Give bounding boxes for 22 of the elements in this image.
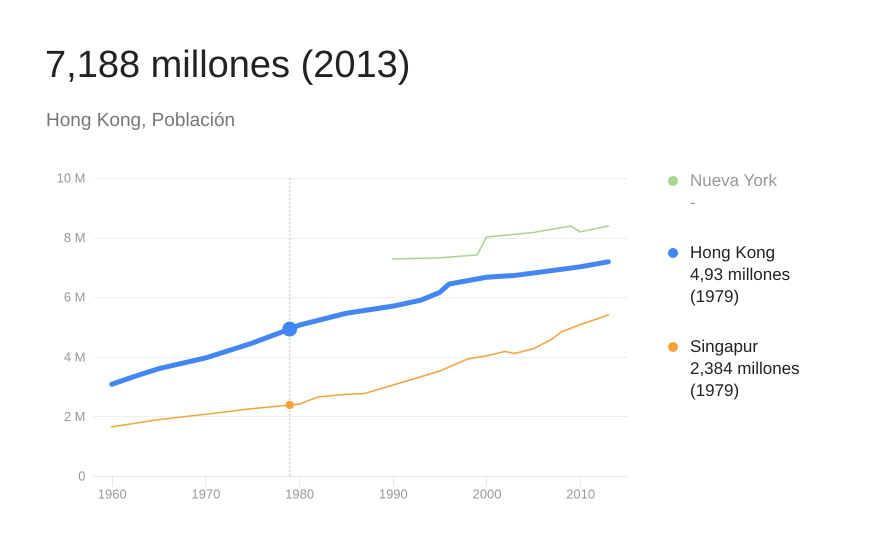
y-tick-label: 4 M [64,349,86,364]
x-tick-label: 1990 [378,486,408,502]
x-tick-label: 2010 [566,486,596,502]
y-tick-label: 0 [78,468,86,484]
x-tick-label: 1960 [98,486,127,502]
legend-label: Singapur [690,336,760,358]
legend-label: Hong Kong [690,242,776,264]
y-tick-label: 6 M [64,290,86,305]
x-tick-label: 1970 [191,486,220,502]
text: 4,93 millones (1979) [690,264,792,308]
chart-title: 7,188 millones (2013) [45,44,410,87]
y-tick-label: 8 M [64,230,86,246]
y-tick-label: 10 M [56,170,86,186]
y-tick-label: 2 M [64,408,86,424]
x-tick-label: 1980 [285,486,314,502]
chart-subtitle: Hong Kong, Población [46,110,236,132]
text: 2,384 millones (1979) [690,358,801,402]
legend-label: Nueva York [690,170,778,192]
line-series [392,225,610,260]
line-series [110,314,610,428]
text: - [690,192,697,214]
x-tick-label: 2000 [472,486,502,502]
